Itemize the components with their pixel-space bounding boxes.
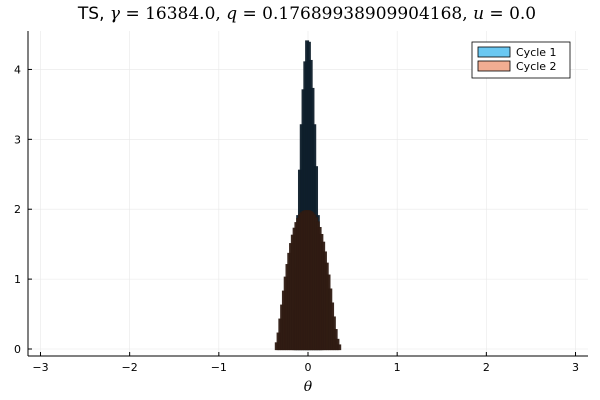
x-axis-label: θ (304, 379, 313, 395)
tick-labels: −3 −2 −1 0 1 2 3 0 1 2 3 4 (14, 63, 579, 374)
axes (27, 31, 588, 357)
y-tick-label-1: 1 (14, 273, 21, 286)
title-u-symbol: u (473, 4, 484, 24)
legend-label-2: Cycle 2 (516, 60, 557, 73)
title-gamma-symbol: γ (110, 4, 121, 24)
y-tick-label-2: 2 (14, 203, 21, 216)
legend-swatch-1 (477, 46, 511, 58)
x-tick-label-3: 0 (305, 361, 312, 374)
bars (274, 40, 342, 351)
legend-label-1: Cycle 1 (516, 46, 557, 59)
title-q-symbol: q (226, 4, 237, 24)
legend-swatch-2 (477, 60, 511, 72)
y-tick-label-0: 0 (14, 343, 21, 356)
title-gamma-value: = 16384.0, (120, 4, 226, 24)
x-tick-label-6: 3 (572, 361, 579, 374)
x-tick-label-0: −3 (32, 361, 48, 374)
x-tick-label-4: 1 (394, 361, 401, 374)
x-tick-label-1: −2 (122, 361, 138, 374)
y-tick-label-3: 3 (14, 133, 21, 146)
x-tick-label-2: −1 (211, 361, 227, 374)
y-tick-label-4: 4 (14, 63, 21, 76)
bar-2-35 (337, 344, 342, 351)
x-tick-label-5: 2 (483, 361, 490, 374)
title-prefix: TS, (77, 4, 110, 24)
series-2 (274, 210, 342, 351)
title-u-value: = 0.0 (484, 4, 536, 24)
chart-title: TS, γ = 16384.0, q = 0.17689938909904168… (77, 4, 536, 24)
title-q-value: = 0.17689938909904168, (237, 4, 473, 24)
